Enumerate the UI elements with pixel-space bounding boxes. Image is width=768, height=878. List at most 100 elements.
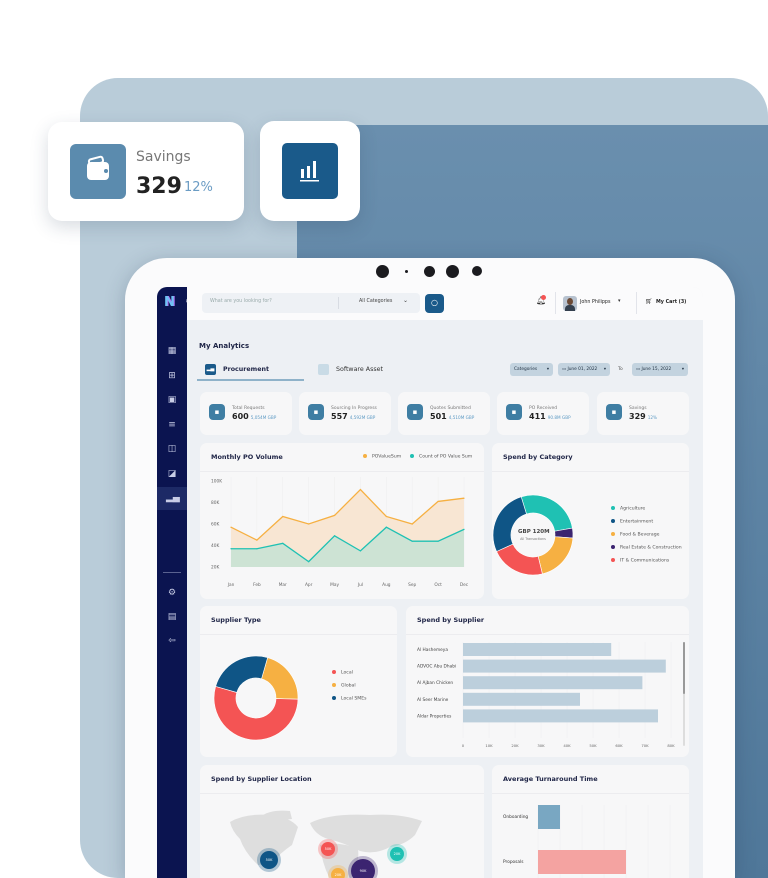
supplier-bar[interactable] xyxy=(463,659,666,673)
layout-icon[interactable]: ◫ xyxy=(167,444,177,454)
scrollbar-thumb[interactable] xyxy=(683,642,685,694)
x-tick-label: 20K xyxy=(511,743,519,748)
legend-item: Agriculture xyxy=(611,506,645,512)
slice-agriculture[interactable] xyxy=(520,494,573,532)
document-icon[interactable]: ▤ xyxy=(167,612,177,622)
data-point[interactable] xyxy=(256,548,258,550)
kpi-number: 600 xyxy=(232,412,249,421)
kpi-card[interactable]: ▪ Total Requests 600 5,054M GBP xyxy=(200,392,292,435)
savings-promo-card: Savings 329 12% xyxy=(48,122,244,221)
x-tick-label: Feb xyxy=(253,582,261,588)
legend-label: POValueSum xyxy=(372,454,402,460)
dashboard-icon[interactable]: ▦ xyxy=(167,346,177,356)
kpi-number: 411 xyxy=(529,412,546,421)
data-point[interactable] xyxy=(385,515,387,518)
kpi-label: Savings xyxy=(629,406,647,411)
kpi-card[interactable]: ▪ Sourcing In Progress 557 4,592M GBP xyxy=(299,392,391,435)
category-select[interactable]: All Categories xyxy=(359,299,393,304)
data-point[interactable] xyxy=(333,535,336,537)
data-point[interactable] xyxy=(437,500,439,503)
data-point[interactable] xyxy=(230,548,232,550)
avatar[interactable] xyxy=(563,296,577,311)
supplier-bar[interactable] xyxy=(463,676,643,690)
supplier-bar-chart: 0 10K 20K 30K 40K 50K 60K 70K 80K Al Hashemeya ADV… xyxy=(417,642,675,748)
spend-by-supplier-card: Spend by Supplier 0 10K 20K 30K 40K 50K 60K 70K… xyxy=(406,606,689,757)
data-point[interactable] xyxy=(463,497,465,499)
date-from-picker[interactable]: ▭ June 01, 2022 ▾ xyxy=(558,363,610,376)
user-name[interactable]: John Philipps xyxy=(580,300,611,305)
legend-item: Local xyxy=(332,670,353,676)
catalog-icon[interactable]: ⊞ xyxy=(168,371,176,381)
bubble-east-asia[interactable] xyxy=(390,847,404,861)
kpi-card[interactable]: ▪ Quotes Submitted 501 4,510M GBP xyxy=(398,392,490,435)
slice-entertainment[interactable] xyxy=(492,496,527,552)
tab-software-asset[interactable]: Software Asset xyxy=(336,366,383,373)
slice-local-smes[interactable] xyxy=(215,655,268,693)
bubble-africa[interactable] xyxy=(331,868,345,878)
bubble-middle-east[interactable] xyxy=(351,859,375,878)
search-button[interactable]: ○ xyxy=(425,294,444,313)
logout-icon[interactable]: ⇦ xyxy=(168,636,176,646)
header-divider xyxy=(636,292,637,314)
data-point[interactable] xyxy=(282,542,284,544)
data-point[interactable] xyxy=(282,515,284,518)
data-point[interactable] xyxy=(333,514,336,516)
data-point[interactable] xyxy=(256,539,258,541)
bubble-label: 20K xyxy=(335,873,342,877)
search-divider xyxy=(338,297,339,309)
settings-icon[interactable]: ⚙ xyxy=(167,588,177,598)
data-point[interactable] xyxy=(359,489,362,491)
bell-icon[interactable]: 🔔︎ xyxy=(536,296,547,305)
turnaround-bar[interactable] xyxy=(538,805,560,829)
cart-icon[interactable]: 🛒︎ xyxy=(645,298,653,305)
scrollbar-track[interactable] xyxy=(683,642,685,746)
date-to-picker[interactable]: ▭ June 15, 2022 ▾ xyxy=(632,363,688,376)
list-icon[interactable]: ≡ xyxy=(168,420,176,430)
data-point[interactable] xyxy=(437,540,439,542)
legend-item: Local SMEs xyxy=(332,696,367,702)
donut-center-value: GBP 120M xyxy=(518,529,550,535)
sidebar-item-analytics-active[interactable] xyxy=(157,487,187,510)
tab-procurement[interactable]: Procurement xyxy=(223,366,269,373)
slice-global[interactable] xyxy=(261,657,299,700)
legend-label: Agriculture xyxy=(620,506,646,512)
slice-local[interactable] xyxy=(213,686,299,741)
wallet-icon[interactable]: ◪ xyxy=(167,469,177,479)
supplier-type-donut-chart xyxy=(213,655,299,741)
data-point[interactable] xyxy=(308,523,310,525)
categories-filter[interactable]: Categories ▾ xyxy=(510,363,553,376)
analytics-icon[interactable]: ▂▄ xyxy=(166,493,180,503)
kpi-card[interactable]: ▪ Savings 329 12% xyxy=(597,392,689,435)
y-tick-label: 40K xyxy=(211,543,219,549)
kpi-label: Sourcing In Progress xyxy=(331,406,377,411)
chevron-down-icon: ⌄ xyxy=(403,297,409,304)
caret-down-icon: ▾ xyxy=(618,298,621,304)
legend-item: Count of PO Value Sum xyxy=(410,454,472,460)
data-point[interactable] xyxy=(359,550,362,552)
data-point[interactable] xyxy=(411,523,413,525)
bubble-europe[interactable] xyxy=(321,842,335,856)
turnaround-bar[interactable] xyxy=(538,850,626,874)
supplier-bar[interactable] xyxy=(463,692,580,706)
bubble-label: 90K xyxy=(360,869,367,873)
spend-by-category-card: Spend by Category GBP 120M All Transacti… xyxy=(492,443,689,599)
orders-icon[interactable]: ▣ xyxy=(167,395,177,405)
supplier-bar[interactable] xyxy=(463,709,658,723)
legend-item: Real Estate & Construction xyxy=(611,545,682,551)
data-point[interactable] xyxy=(385,526,387,528)
data-point[interactable] xyxy=(463,528,465,530)
bubble-north-america[interactable] xyxy=(260,851,278,869)
slice-food-beverage[interactable] xyxy=(537,536,574,575)
savings-label: Savings xyxy=(136,149,191,165)
supplier-type-card: Supplier Type Local Global Local SMEs xyxy=(200,606,397,757)
data-point[interactable] xyxy=(308,561,310,563)
search-icon: ○ xyxy=(431,298,438,307)
kpi-sub-value: 12% xyxy=(647,415,658,420)
page-title: My Analytics xyxy=(199,342,250,350)
data-point[interactable] xyxy=(411,540,413,542)
cart-link[interactable]: My Cart (3) xyxy=(656,300,687,305)
supplier-bar[interactable] xyxy=(463,643,612,656)
data-point[interactable] xyxy=(230,526,232,528)
kpi-card[interactable]: ▪ PO Received 411 90.8M GBP xyxy=(497,392,589,435)
search-input[interactable]: What are you looking for? All Categories… xyxy=(202,293,420,313)
